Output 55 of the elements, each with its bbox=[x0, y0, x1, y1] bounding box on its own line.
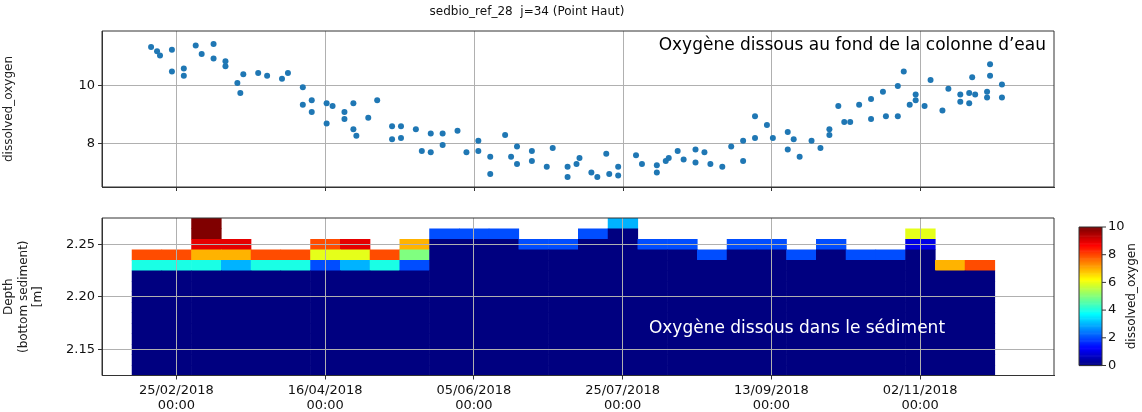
point bbox=[653, 169, 660, 176]
color-bar-label: 2 bbox=[1108, 329, 1117, 345]
point bbox=[868, 116, 875, 123]
x-tick-label: 16/04/2018 00:00 bbox=[287, 381, 363, 412]
point bbox=[439, 142, 446, 149]
x-tick-label: 25/07/2018 00:00 bbox=[585, 381, 661, 412]
x-tick-label: 25/02/2018 00:00 bbox=[138, 381, 214, 412]
point bbox=[998, 94, 1005, 101]
y-tick-label: 2.20 bbox=[66, 288, 95, 304]
point bbox=[894, 113, 901, 120]
y-tick-label: 2.15 bbox=[66, 340, 95, 356]
point bbox=[564, 173, 571, 180]
point bbox=[308, 108, 315, 115]
point bbox=[615, 172, 622, 179]
point bbox=[210, 55, 217, 62]
point bbox=[984, 94, 991, 101]
color-bar-label: 8 bbox=[1108, 246, 1117, 262]
x-tick-label: 13/09/2018 00:00 bbox=[733, 381, 809, 412]
y-tick-label: 8 bbox=[86, 135, 95, 151]
y-tick-label: 10 bbox=[78, 77, 95, 93]
color-bar-label: 0 bbox=[1108, 356, 1117, 372]
point bbox=[427, 149, 434, 156]
chart-title: sedbio_ref_28 j=34 (Point Haut) bbox=[429, 4, 625, 19]
annotation: Oxygène dissous au fond de la colonne d’eau bbox=[658, 34, 1046, 55]
y-tick-label: 2.25 bbox=[66, 235, 95, 251]
point bbox=[350, 126, 357, 133]
color-bar-label: 4 bbox=[1108, 301, 1117, 317]
x-tick-label: 02/11/2018 00:00 bbox=[882, 381, 958, 412]
point bbox=[912, 97, 919, 104]
point bbox=[692, 159, 699, 166]
point bbox=[740, 158, 747, 164]
point bbox=[180, 72, 187, 79]
point bbox=[323, 120, 330, 127]
point bbox=[299, 101, 306, 108]
point bbox=[784, 146, 791, 153]
point bbox=[966, 100, 973, 107]
y-axis-title: dissolved_oxygen bbox=[1, 55, 16, 163]
point bbox=[528, 158, 535, 164]
color-bar-label: 10 bbox=[1108, 218, 1125, 234]
color-bar-title: dissolved_oxygen bbox=[1124, 243, 1139, 350]
x-tick-label: 05/06/2018 00:00 bbox=[436, 381, 512, 412]
point bbox=[341, 116, 348, 123]
y-axis-title: Depth (bottom sediment) [m] bbox=[1, 240, 45, 354]
point bbox=[826, 132, 833, 138]
point bbox=[389, 136, 396, 143]
color-bar-label: 6 bbox=[1108, 273, 1117, 289]
point bbox=[397, 134, 404, 141]
point bbox=[487, 171, 494, 177]
point bbox=[514, 160, 521, 167]
point bbox=[957, 98, 964, 105]
point bbox=[222, 63, 229, 70]
point bbox=[752, 134, 759, 141]
point bbox=[987, 72, 994, 79]
point bbox=[168, 68, 175, 75]
point bbox=[475, 147, 482, 154]
